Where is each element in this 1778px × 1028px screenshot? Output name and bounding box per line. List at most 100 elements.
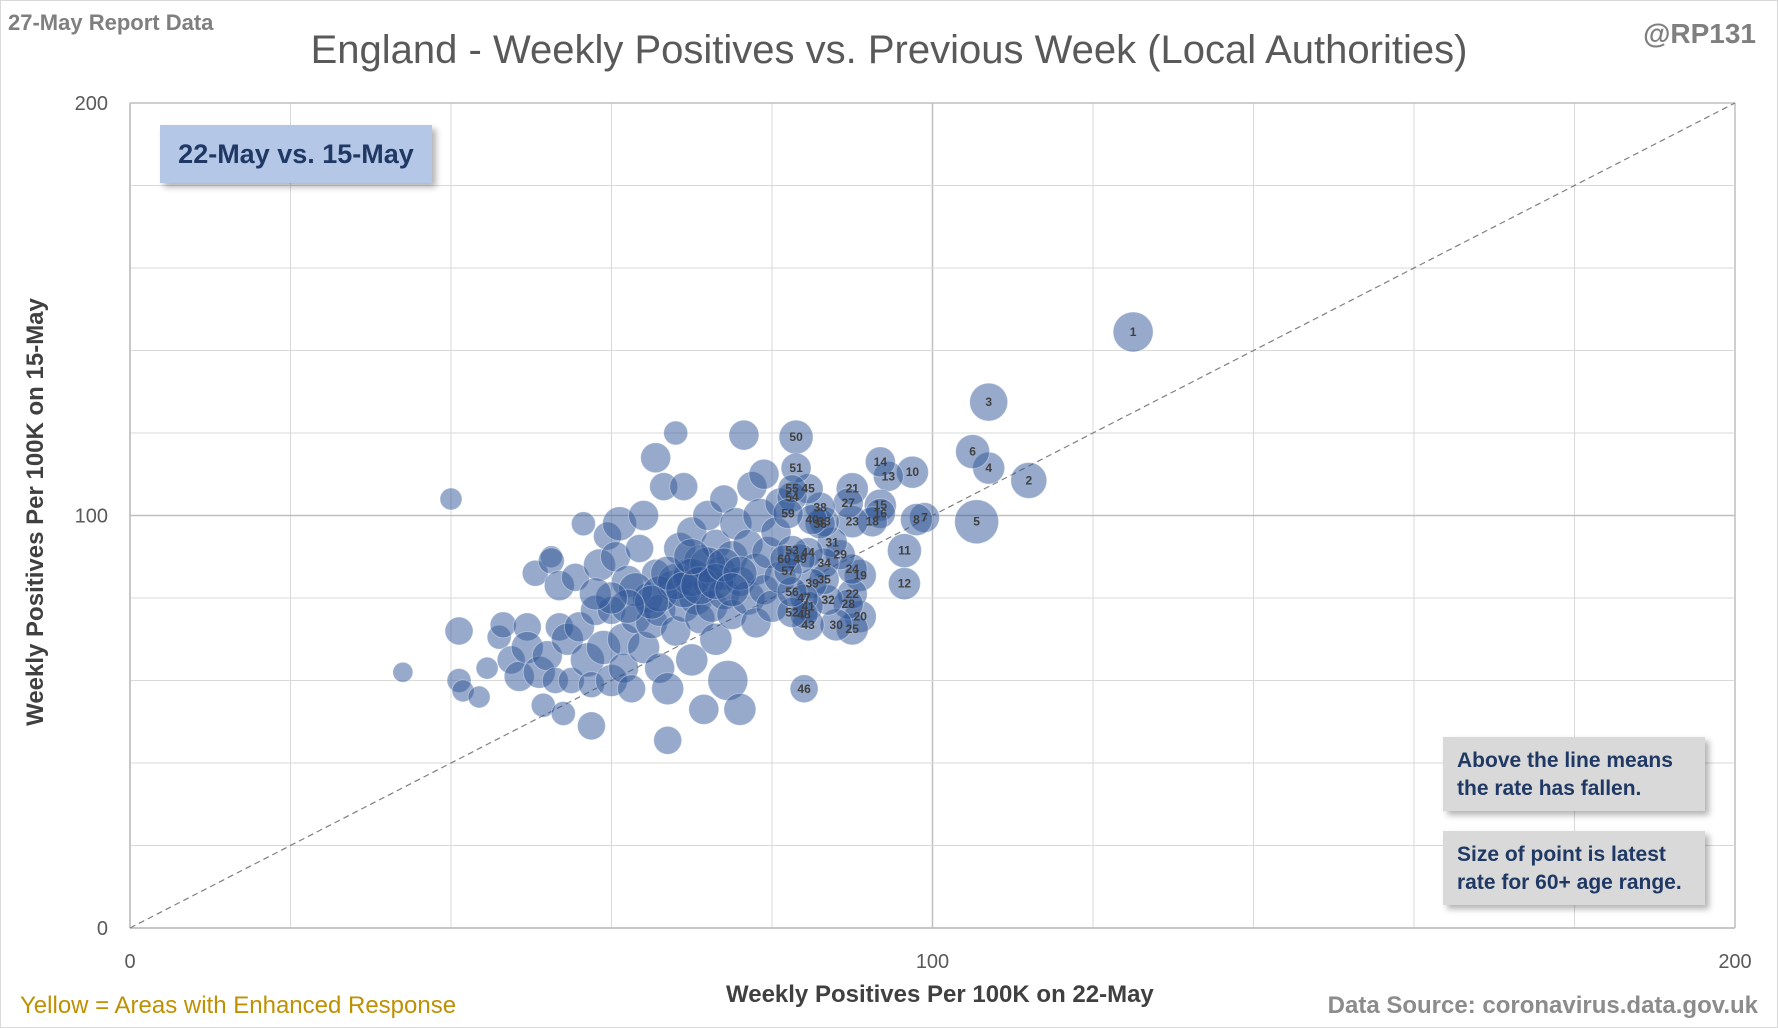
point-label-60: 60: [777, 552, 791, 566]
data-point: [444, 616, 474, 646]
data-point-59: [772, 497, 804, 529]
point-label-25: 25: [846, 622, 860, 636]
point-labels: 1234567810111213141516181920212223242527…: [777, 325, 1136, 696]
y-tick-label: 200: [75, 93, 108, 115]
data-point: [675, 643, 709, 677]
point-label-59: 59: [781, 506, 795, 520]
data-point-3: [969, 382, 1009, 422]
point-label-12: 12: [898, 577, 912, 591]
x-tick-label: 200: [1718, 951, 1751, 973]
data-point: [439, 487, 463, 511]
point-label-27: 27: [842, 496, 856, 510]
point-label-33: 33: [817, 515, 831, 529]
point-label-38: 38: [813, 500, 827, 514]
data-point: [748, 458, 780, 490]
note-point-size: Size of point is latest rate for 60+ age…: [1443, 831, 1705, 905]
x-tick-label: 100: [916, 951, 949, 973]
point-label-6: 6: [969, 445, 976, 459]
axes: [129, 103, 1735, 929]
x-tick-label: 0: [124, 951, 135, 973]
y-tick-label: 0: [97, 918, 108, 940]
y-tick-label: 100: [75, 506, 108, 528]
data-point: [617, 674, 647, 704]
data-point: [723, 692, 757, 726]
point-label-18: 18: [866, 515, 880, 529]
point-label-34: 34: [817, 556, 831, 570]
data-point: [625, 534, 655, 563]
point-label-7: 7: [921, 511, 928, 525]
y-axis-title: Weekly Positives Per 100K on 15-May: [22, 298, 49, 726]
point-label-32: 32: [821, 593, 835, 607]
data-point: [578, 577, 612, 611]
data-point: [699, 622, 733, 656]
x-axis-title: Weekly Positives Per 100K on 22-May: [726, 981, 1154, 1008]
point-label-31: 31: [826, 535, 840, 549]
data-point: [467, 685, 491, 709]
point-label-23: 23: [846, 515, 860, 529]
point-label-19: 19: [854, 568, 868, 582]
point-label-1: 1: [1130, 325, 1137, 339]
point-label-4: 4: [985, 461, 992, 475]
data-point: [651, 672, 685, 706]
point-label-57: 57: [781, 564, 795, 578]
data-point: [709, 484, 739, 514]
bubbles: [392, 311, 1154, 755]
period-badge: 22-May vs. 15-May: [160, 125, 432, 183]
point-label-56: 56: [785, 585, 799, 599]
point-label-50: 50: [789, 430, 803, 444]
point-label-43: 43: [801, 618, 815, 632]
point-label-20: 20: [854, 610, 868, 624]
data-point: [392, 661, 414, 683]
point-label-49: 49: [793, 552, 807, 566]
point-label-24: 24: [846, 562, 860, 576]
data-point: [475, 656, 499, 680]
data-point: [669, 472, 699, 502]
point-label-5: 5: [973, 515, 980, 529]
point-label-48: 48: [797, 608, 811, 622]
data-point: [628, 500, 660, 531]
point-label-45: 45: [801, 482, 815, 496]
data-point: [673, 538, 711, 576]
point-label-13: 13: [882, 469, 896, 483]
point-label-40: 40: [805, 513, 819, 527]
point-label-3: 3: [985, 395, 992, 409]
data-point: [550, 701, 576, 726]
data-point-5: [954, 499, 1000, 545]
enhanced-response-note: Yellow = Areas with Enhanced Response: [20, 992, 457, 1019]
data-point: [663, 420, 689, 446]
data-point-14: [864, 446, 896, 478]
data-point-8: [899, 503, 933, 537]
point-label-55: 55: [785, 482, 799, 496]
data-point-12: [887, 567, 921, 601]
point-label-8: 8: [913, 513, 920, 527]
point-label-29: 29: [834, 548, 848, 562]
data-point: [653, 725, 683, 755]
data-point-1: [1112, 311, 1154, 353]
point-label-51: 51: [789, 461, 803, 475]
data-point-2: [1010, 461, 1048, 499]
note-above-line: Above the line means the rate has fallen…: [1443, 737, 1705, 811]
point-label-21: 21: [846, 482, 860, 496]
data-point: [640, 442, 672, 474]
data-point-46: [789, 674, 819, 704]
point-label-2: 2: [1025, 473, 1032, 487]
point-label-35: 35: [817, 572, 831, 586]
author-handle: @RP131: [1643, 18, 1756, 49]
point-label-46: 46: [797, 682, 811, 696]
point-label-11: 11: [898, 544, 911, 558]
point-label-53: 53: [785, 544, 799, 558]
data-point: [576, 711, 606, 741]
report-date: 27-May Report Data: [8, 10, 214, 35]
point-label-22: 22: [846, 587, 860, 601]
point-label-30: 30: [830, 618, 844, 632]
data-source: Data Source: coronavirus.data.gov.uk: [1327, 992, 1758, 1019]
data-point-6: [955, 434, 991, 470]
chart-title: England - Weekly Positives vs. Previous …: [310, 28, 1468, 72]
data-point: [570, 511, 596, 537]
point-label-28: 28: [842, 597, 856, 611]
data-point-60: [769, 544, 799, 574]
point-label-16: 16: [874, 506, 888, 520]
point-label-41: 41: [801, 599, 815, 613]
point-label-10: 10: [906, 465, 920, 479]
